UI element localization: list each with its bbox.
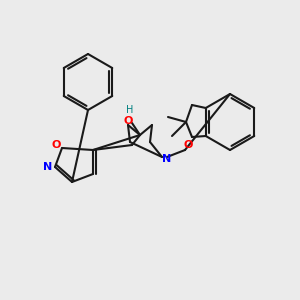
Text: N: N [162,154,172,164]
Text: H: H [126,105,134,115]
Text: O: O [51,140,61,150]
Text: O: O [183,140,193,150]
Text: N: N [44,162,52,172]
Text: O: O [123,116,133,126]
